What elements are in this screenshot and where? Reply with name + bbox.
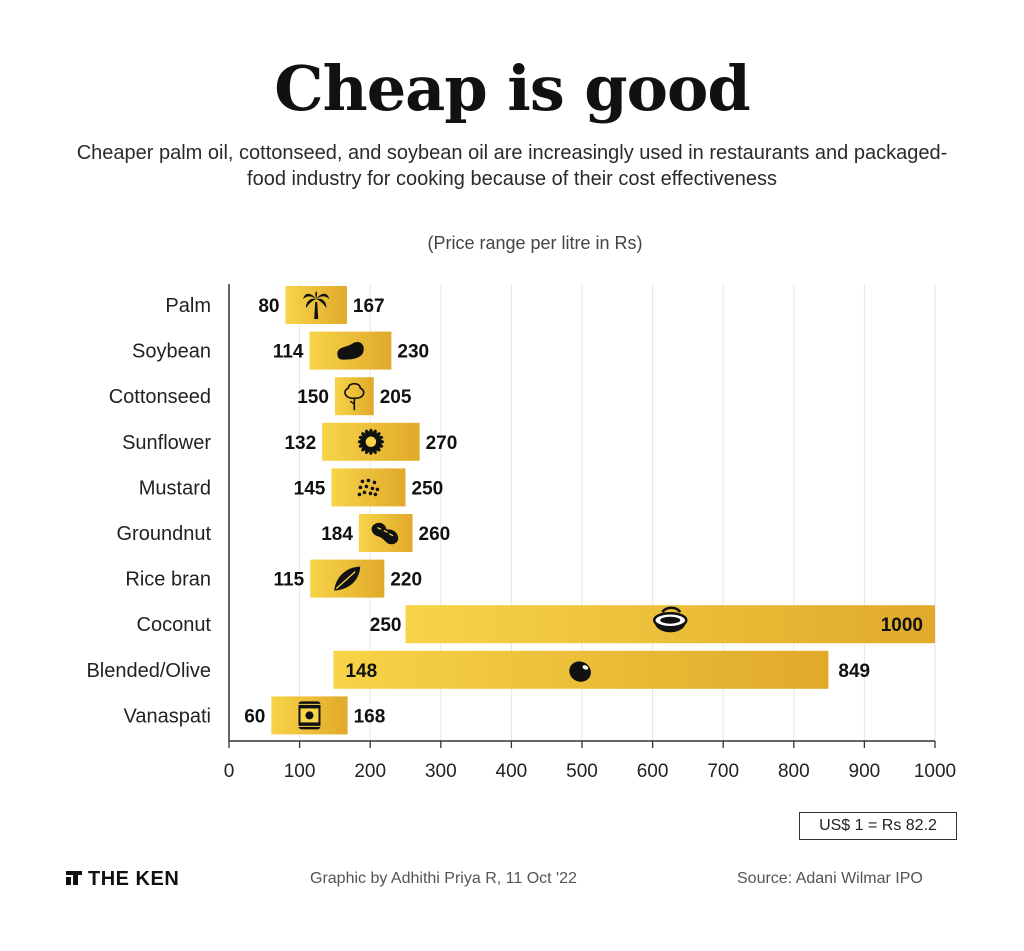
x-tick-label: 600	[637, 761, 669, 782]
bar-row: Rice bran 115 220	[125, 559, 422, 598]
exchange-rate-note: US$ 1 = Rs 82.2	[799, 812, 957, 840]
min-value-label: 114	[273, 342, 304, 363]
category-label: Soybean	[132, 341, 211, 363]
x-tick-label: 800	[778, 761, 810, 782]
max-value-label: 250	[412, 478, 444, 499]
x-tick-label: 1000	[914, 761, 956, 782]
bar-row: Soybean 114 230	[132, 331, 429, 370]
data-source: Source: Adani Wilmar IPO	[737, 870, 923, 887]
mustard-seeds-icon	[357, 478, 380, 497]
sunflower-icon	[357, 428, 385, 455]
min-value-label: 60	[244, 706, 265, 727]
coconut-icon	[653, 606, 688, 633]
x-tick-label: 200	[354, 761, 386, 782]
x-tick-label: 300	[425, 761, 457, 782]
soybean-icon	[337, 342, 364, 360]
min-value-label: 150	[297, 387, 329, 408]
min-value-label: 115	[274, 570, 305, 591]
chart-subtitle: Cheaper palm oil, cottonseed, and soybea…	[76, 142, 948, 190]
max-value-label: 1000	[881, 615, 923, 636]
category-label: Mustard	[139, 477, 211, 499]
max-value-label: 168	[354, 706, 386, 727]
x-tick-label: 700	[707, 761, 739, 782]
olive-icon	[569, 661, 591, 682]
category-label: Blended/Olive	[86, 660, 211, 682]
max-value-label: 270	[426, 433, 458, 454]
x-tick-label: 500	[566, 761, 598, 782]
brand-name: THE KEN	[88, 868, 180, 890]
max-value-label: 167	[353, 296, 385, 317]
category-label: Groundnut	[116, 523, 211, 545]
chart-title: Cheap is good	[274, 52, 750, 125]
tin-can-icon	[298, 701, 321, 730]
max-value-label: 230	[397, 342, 429, 363]
palm-tree-icon	[303, 291, 330, 319]
bar-row: Mustard 145 250	[139, 468, 444, 507]
min-value-label: 145	[294, 478, 326, 499]
x-tick-label: 0	[224, 761, 235, 782]
min-value-label: 250	[370, 615, 402, 636]
category-label: Rice bran	[125, 569, 211, 591]
bar-row: Blended/Olive 148 849	[86, 650, 870, 689]
bar-row: Palm 80 167	[165, 286, 385, 324]
category-label: Sunflower	[122, 432, 211, 454]
cotton-plant-icon	[344, 382, 365, 411]
max-value-label: 849	[838, 661, 870, 682]
category-label: Cottonseed	[109, 386, 211, 408]
range-bar-chart: Palm 80 167 Soybean 114 230 Cottonseed 150 205 Su…	[86, 284, 956, 782]
leaf-icon	[334, 566, 361, 591]
category-label: Palm	[165, 295, 211, 317]
bar-row: Vanaspati 60 168	[124, 696, 386, 735]
x-tick-label: 900	[849, 761, 881, 782]
x-tick-label: 400	[496, 761, 528, 782]
min-value-label: 184	[321, 524, 353, 545]
peanut-icon	[371, 522, 399, 545]
max-value-label: 220	[390, 570, 422, 591]
the-ken-logo-icon	[66, 871, 82, 885]
bar-row: Coconut 250 1000	[137, 605, 935, 644]
bar-row: Cottonseed 150 205	[109, 377, 412, 416]
category-label: Vanaspati	[124, 705, 211, 727]
brand-logo: THE KEN	[64, 868, 179, 891]
max-value-label: 260	[419, 524, 451, 545]
min-value-label: 80	[258, 296, 279, 317]
graphic-credit: Graphic by Adhithi Priya R, 11 Oct '22	[310, 870, 577, 887]
unit-note: (Price range per litre in Rs)	[427, 233, 643, 253]
bar-row: Groundnut 184 260	[116, 514, 450, 552]
range-bar	[331, 468, 406, 507]
min-value-label: 132	[284, 433, 316, 454]
min-value-label: 148	[345, 661, 377, 682]
bar-row: Sunflower 132 270	[122, 422, 458, 461]
category-label: Coconut	[137, 614, 212, 636]
x-tick-label: 100	[284, 761, 316, 782]
max-value-label: 205	[380, 387, 412, 408]
